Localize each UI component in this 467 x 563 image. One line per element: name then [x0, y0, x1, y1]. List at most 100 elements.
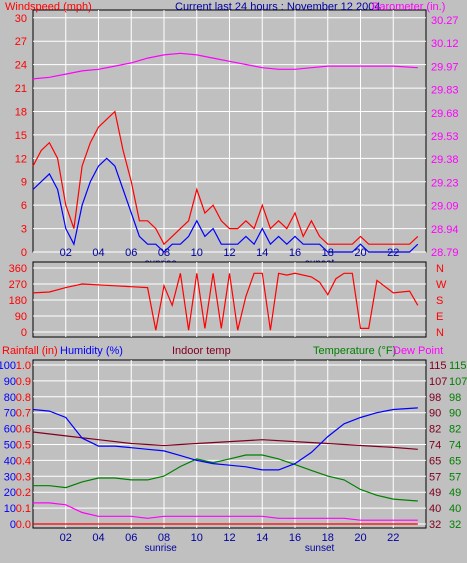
- indoor-y-tick-107: 107: [429, 376, 447, 388]
- windspeed-label: Windspeed (mph): [5, 1, 92, 13]
- compass-tick-3: E: [436, 311, 443, 323]
- climate-x-tick-08: 08: [158, 532, 170, 544]
- wind-y-tick-3: 3: [21, 224, 27, 236]
- indoor-y-tick-98: 98: [429, 392, 441, 404]
- temp-y-tick-40: 40: [449, 503, 461, 515]
- temp-y-tick-82: 82: [449, 424, 461, 436]
- direction-y-tick-360: 360: [9, 263, 27, 275]
- compass-tick-4: N: [436, 327, 444, 339]
- indoor-y-tick-74: 74: [429, 440, 441, 452]
- temp-y-tick-57: 57: [449, 471, 461, 483]
- climate-x-tick-04: 04: [92, 532, 104, 544]
- baro-y-tick-30.12: 30.12: [431, 38, 459, 50]
- climate-x-tick-18: 18: [322, 532, 334, 544]
- humidity-y-tick-70: 70: [4, 408, 16, 420]
- rain-y-tick-0.5: 0.5: [16, 440, 31, 452]
- baro-y-tick-28.94: 28.94: [431, 224, 459, 236]
- baro-y-tick-30.27: 30.27: [431, 15, 459, 27]
- wind-x-tick-12: 12: [223, 247, 235, 259]
- dew-point-label: Dew Point: [393, 345, 443, 357]
- wind-y-tick-6: 6: [21, 200, 27, 212]
- baro-y-tick-29.09: 29.09: [431, 201, 459, 213]
- rain-y-tick-0.0: 0.0: [16, 519, 31, 531]
- humidity-y-tick-40: 40: [4, 455, 16, 467]
- wind-average-series-line: [32, 157, 419, 253]
- wind-y-tick-12: 12: [15, 153, 27, 165]
- indoor-temp-series-line: [32, 431, 418, 450]
- temperature-label: Temperature (°F): [313, 345, 396, 357]
- humidity-y-tick-100: 100: [0, 360, 16, 372]
- temp-y-tick-90: 90: [449, 408, 461, 420]
- wind-direction-series-line: [32, 272, 419, 331]
- temp-y-tick-107: 107: [449, 376, 467, 388]
- indoor-y-tick-90: 90: [429, 408, 441, 420]
- rain-y-tick-0.1: 0.1: [16, 503, 31, 515]
- baro-y-tick-29.38: 29.38: [431, 154, 459, 166]
- baro-y-tick-29.23: 29.23: [431, 177, 459, 189]
- temp-y-tick-32: 32: [449, 519, 461, 531]
- rain-y-tick-0.8: 0.8: [16, 392, 31, 404]
- wind-y-tick-18: 18: [15, 106, 27, 118]
- wind-x-tick-20: 20: [354, 247, 366, 259]
- rain-y-tick-0.3: 0.3: [16, 471, 31, 483]
- temp-y-tick-74: 74: [449, 440, 461, 452]
- climate-x-tick-16: 16: [289, 532, 301, 544]
- compass-tick-0: N: [436, 263, 444, 275]
- wind-y-tick-30: 30: [15, 13, 27, 25]
- rain-y-tick-1.0: 1.0: [16, 360, 31, 372]
- baro-y-tick-28.79: 28.79: [431, 247, 459, 259]
- temp-y-tick-98: 98: [449, 392, 461, 404]
- wind-x-tick-06: 06: [125, 247, 137, 259]
- wind-y-tick-9: 9: [21, 177, 27, 189]
- temperature-series-line: [33, 454, 418, 502]
- direction-y-tick-0: 0: [21, 327, 27, 339]
- indoor-y-tick-40: 40: [429, 503, 441, 515]
- indoor-y-tick-49: 49: [429, 487, 441, 499]
- rain-y-tick-0.7: 0.7: [16, 408, 31, 420]
- wind-x-tick-22: 22: [387, 247, 399, 259]
- baro-y-tick-29.53: 29.53: [431, 131, 459, 143]
- climate-panel-grid: [33, 360, 426, 528]
- wind-x-tick-08: 08: [158, 247, 170, 259]
- wind-y-tick-27: 27: [15, 36, 27, 48]
- wind-x-tick-10: 10: [191, 247, 203, 259]
- climate-sunrise-label: sunrise: [145, 543, 178, 554]
- climate-sunset-label: sunset: [305, 543, 335, 554]
- climate-x-tick-02: 02: [60, 532, 72, 544]
- humidity-y-tick-80: 80: [4, 392, 16, 404]
- climate-x-tick-06: 06: [125, 532, 137, 544]
- chart-title: Current last 24 hours : November 12 2004: [175, 1, 380, 13]
- rain-y-tick-0.4: 0.4: [16, 455, 31, 467]
- wind-y-tick-0: 0: [21, 247, 27, 259]
- rain-y-tick-0.6: 0.6: [16, 424, 31, 436]
- dew-point-series-line: [33, 502, 418, 521]
- direction-y-tick-180: 180: [9, 295, 27, 307]
- wind-panel-grid: [33, 10, 426, 253]
- humidity-y-tick-20: 20: [4, 487, 16, 499]
- wind-y-tick-15: 15: [15, 130, 27, 142]
- humidity-label: Humidity (%): [60, 345, 123, 357]
- humidity-y-tick-60: 60: [4, 424, 16, 436]
- indoor-y-tick-32: 32: [429, 519, 441, 531]
- climate-x-tick-10: 10: [191, 532, 203, 544]
- rain-y-tick-0.2: 0.2: [16, 487, 31, 499]
- direction-y-tick-90: 90: [15, 311, 27, 323]
- wind-x-tick-14: 14: [256, 247, 268, 259]
- barometer-label: Barometer (in.): [372, 1, 445, 13]
- wind-x-tick-04: 04: [92, 247, 104, 259]
- compass-tick-2: S: [436, 295, 443, 307]
- baro-y-tick-29.68: 29.68: [431, 108, 459, 120]
- indoor-y-tick-115: 115: [429, 360, 447, 372]
- humidity-y-tick-90: 90: [4, 376, 16, 388]
- compass-tick-1: W: [436, 279, 447, 291]
- direction-panel-grid: [33, 262, 426, 337]
- rain-y-tick-0.9: 0.9: [16, 376, 31, 388]
- windspeed-series-line: [32, 110, 419, 246]
- indoor-y-tick-82: 82: [429, 424, 441, 436]
- temp-y-tick-115: 115: [449, 360, 467, 372]
- humidity-y-tick-30: 30: [4, 471, 16, 483]
- wind-y-tick-24: 24: [15, 60, 27, 72]
